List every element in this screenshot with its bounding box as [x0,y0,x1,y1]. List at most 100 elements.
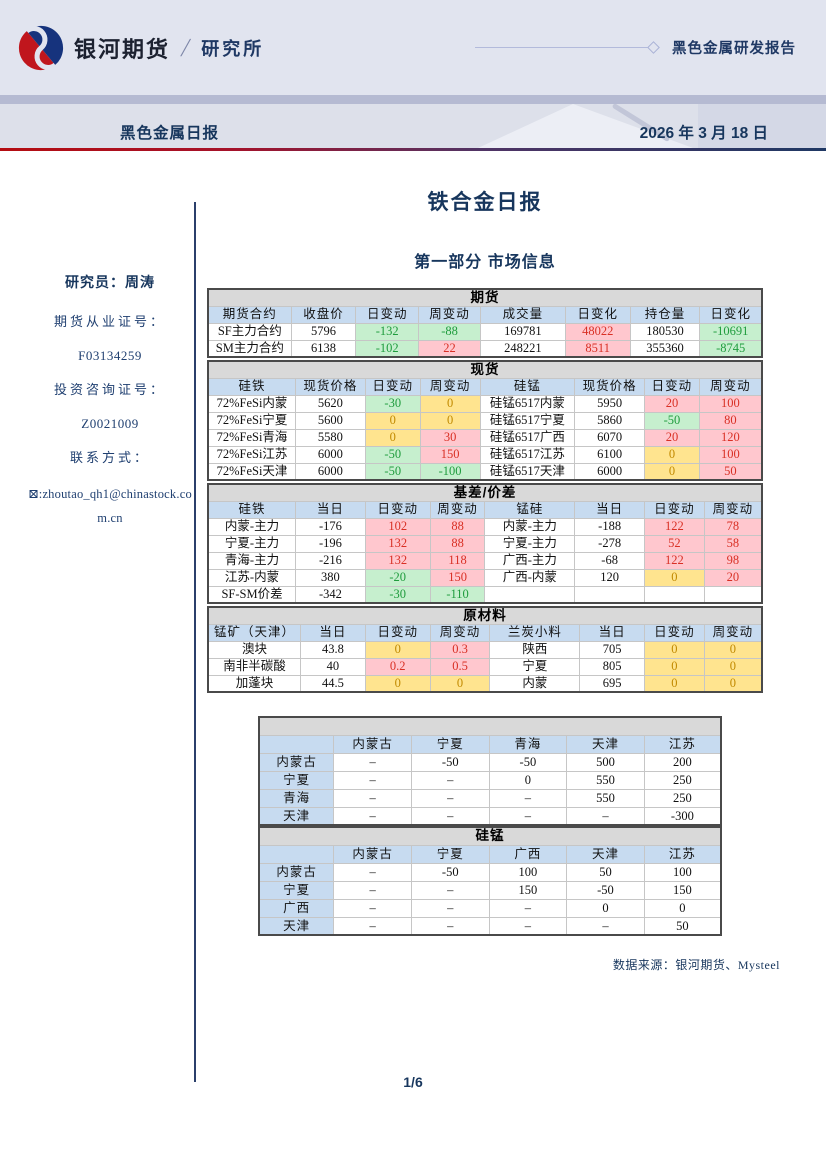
column-header: 硅铁 [207,377,297,396]
column-header: 周变动 [429,500,486,519]
accent-gradient-rule [0,148,826,151]
table-cell: 248221 [480,339,566,358]
row-header: 宁夏 [258,770,335,790]
column-header: 当日 [295,500,366,519]
table-cell: 200 [643,752,722,772]
column-header: 天津 [566,844,645,864]
table-header-row: 内蒙古 宁夏 青海 天津 江苏 [258,734,722,754]
table-cell: 78 [703,517,763,536]
table-cell: 43.8 [300,640,366,659]
subheader-band: 黑色金属日报 2026 年 3 月 18 日 [0,104,826,148]
table-title: 期货 [208,288,762,307]
table-cell: 50 [698,462,763,481]
table-row: SF主力合约 5796 -132 -88 169781 48022 180530 -10691 [207,322,763,341]
column-header: 周变动 [703,623,763,642]
table-cell: -50 [488,752,568,772]
table-row: 天津 – – – – -300 [258,806,722,826]
table-cell: 122 [644,517,705,536]
header-divider-band [0,95,826,104]
table-cell: -50 [410,752,490,772]
diamond-icon [647,41,660,54]
column-header: 兰炭小料 [489,623,581,642]
table-cell: 120 [698,428,763,447]
table-cell: 8511 [564,339,631,358]
column-header: 硅铁 [207,500,297,519]
table-cell: 22 [417,339,482,358]
table-row: 南非半碳酸 40 0.2 0.5 宁夏 805 0 0 [207,657,763,676]
table-cell: 100 [698,394,763,413]
table-cell: – [488,898,568,918]
table-title-row: 期货 [208,288,762,307]
table-cell: 150 [419,445,481,464]
ferrosilicon-region-matrix-grid: 内蒙古 宁夏 青海 天津 江苏 内蒙古 – -50 -50 500 200 宁夏 – –0 550 250 青海… [258,716,722,826]
table-title [259,716,721,736]
column-header: 宁夏 [410,734,490,754]
table-cell: 695 [579,674,646,693]
table-cell: -100 [419,462,481,481]
table-row: 江苏-内蒙 380 -20 150 广西-内蒙 120 0 20 [207,568,763,587]
market-tables: 期货 期货合约 收盘价 日变动 周变动 成交量 日变化 持仓量 日变化 SF主力合约 5796 -13… [207,288,763,695]
table-row: 宁夏-主力 -196 132 88 宁夏-主力 -278 52 58 [207,534,763,553]
table-title: 原材料 [208,606,762,625]
table-cell: 宁夏 [489,657,581,676]
table-cell: 澳块 [207,640,302,659]
column-header: 天津 [566,734,645,754]
table-cell: – [333,862,412,882]
table-row: 青海 – – –550 250 [258,788,722,808]
table-cell: 72%FeSi宁夏 [207,411,297,430]
table-cell: -88 [417,322,482,341]
advisory-cert-label: 投资咨询证号： [53,382,166,397]
basis-spread-table: 基差/价差 硅铁 当日 日变动 周变动 锰硅 当日 日变动 周变动 内蒙-主力 -176 102 88 内… [207,483,763,605]
table-cell: 内蒙 [489,674,581,693]
table-row: 内蒙古 – -50 100 50 100 [258,862,722,882]
table-row: 72%FeSi天津 6000 -50 -100 硅锰6517天津 6000 0 50 [207,462,763,481]
series-title: 黑色金属日报 [120,125,220,142]
table-cell: 广西-主力 [484,551,576,570]
table-cell: 118 [429,551,486,570]
table-cell: 6070 [574,428,646,447]
table-cell: -8745 [699,339,763,358]
connector-line [475,47,650,48]
silicomanganese-region-matrix-grid: 硅锰 内蒙古 宁夏 广西 天津 江苏 内蒙古 – -50 100 50 100 宁夏 – –150 -50 1… [258,826,722,936]
table-row: SF-SM价差 -342 -30 -110 [207,585,763,604]
table-cell: 0 [429,674,491,693]
table-cell: 72%FeSi江苏 [207,445,297,464]
column-header: 持仓量 [629,305,701,324]
table-cell [484,585,576,604]
futures-table: 期货 期货合约 收盘价 日变动 周变动 成交量 日变化 持仓量 日变化 SF主力合约 5796 -13… [207,288,763,359]
table-cell: 0 [419,394,481,413]
table-cell: 硅锰6517广西 [479,428,576,447]
table-cell: 0 [644,568,705,587]
column-header: 当日 [579,623,646,642]
column-header: 内蒙古 [333,734,412,754]
table-cell: -132 [355,322,419,341]
division-name: 研究所 [201,38,265,59]
table-cell: 0 [419,411,481,430]
column-header: 日变化 [564,305,631,324]
email-line: ⊠:zhoutao_qh1@chinastock.com.cn [28,482,192,530]
table-cell: 6100 [574,445,646,464]
section-title: 第一部分 市场信息 [414,254,556,271]
table-cell: 30 [419,428,481,447]
table-cell: 宁夏-主力 [207,534,297,553]
column-header: 现货价格 [574,377,646,396]
table-cell: 0 [703,640,763,659]
table-cell: 380 [295,568,366,587]
table-cell: 150 [429,568,486,587]
table-cell: 80 [698,411,763,430]
table-cell: SF-SM价差 [207,585,297,604]
table-cell: -50 [364,445,421,464]
column-header: 周变动 [698,377,763,396]
table-header-row: 锰矿（天津） 当日 日变动 周变动 兰炭小料 当日 日变动 周变动 [207,623,763,642]
table-cell: 250 [643,788,722,808]
table-cell: 0 [643,898,722,918]
table-title-row: 原材料 [208,606,762,625]
table-cell: – [333,898,412,918]
table-cell: 0 [644,657,705,676]
table-cell: 150 [488,880,568,900]
envelope-icon: ⊠: [28,487,43,501]
table-cell: – [410,770,490,790]
table-cell: – [333,806,412,826]
table-title-row: 现货 [208,360,762,379]
table-cell: -10691 [699,322,763,341]
